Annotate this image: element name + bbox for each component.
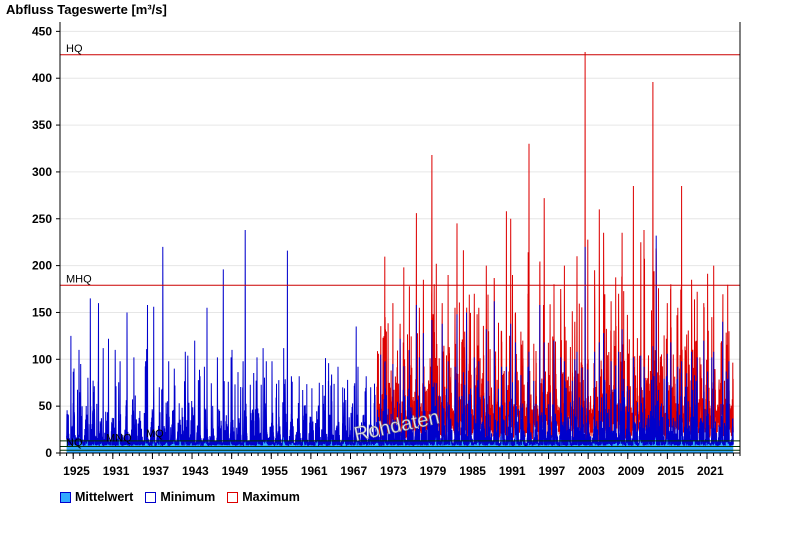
- x-tick-label: 1943: [182, 464, 209, 478]
- y-tick-label: 50: [39, 399, 53, 413]
- legend-item-maximum[interactable]: Maximum: [227, 490, 300, 504]
- y-tick-label: 300: [32, 165, 52, 179]
- legend-swatch-maximum: [227, 491, 239, 503]
- chart-title: Abfluss Tageswerte [m³/s]: [6, 2, 167, 17]
- legend: Mittelwert Minimum Maximum: [60, 490, 312, 504]
- x-tick-label: 1997: [538, 464, 565, 478]
- series-maximum: [376, 51, 734, 443]
- x-tick-label: 1949: [222, 464, 249, 478]
- axes: 0 50 100 150 200 250 300 350 400 450 1925 1931 1937 1…: [32, 22, 741, 478]
- legend-item-mittelwert[interactable]: Mittelwert: [60, 490, 133, 504]
- x-tick-label: 1937: [142, 464, 169, 478]
- y-tick-label: 250: [32, 212, 52, 226]
- legend-label-mittelwert: Mittelwert: [75, 490, 134, 504]
- x-tick-label: 1961: [301, 464, 328, 478]
- legend-label-maximum: Maximum: [242, 490, 300, 504]
- x-tick-label: 2021: [697, 464, 724, 478]
- y-tick-label: 350: [32, 118, 52, 132]
- y-tick-label: 150: [32, 305, 52, 319]
- x-tick-label: 1973: [380, 464, 407, 478]
- y-tick-label: 200: [32, 259, 52, 273]
- legend-swatch-minimum: [145, 491, 157, 503]
- x-tick-label: 1967: [340, 464, 367, 478]
- ref-label-nq: NQ: [66, 437, 83, 449]
- x-tick-label: 1979: [420, 464, 447, 478]
- ref-label-hq: HQ: [66, 43, 83, 55]
- series-maximum-line: [376, 51, 734, 443]
- x-tick-label: 1991: [499, 464, 526, 478]
- y-tick-label: 450: [32, 24, 52, 38]
- x-tick-label: 2015: [657, 464, 684, 478]
- y-tick-label: 0: [45, 446, 52, 460]
- legend-label-minimum: Minimum: [160, 490, 216, 504]
- reference-lines: HQ MHQ MQ MNQ NQ: [60, 43, 740, 451]
- x-tick-label: 1931: [103, 464, 130, 478]
- legend-item-minimum[interactable]: Minimum: [145, 490, 215, 504]
- series-minimum: [66, 229, 734, 448]
- x-tick-label: 1985: [459, 464, 486, 478]
- ref-label-mnq: MNQ: [106, 432, 132, 444]
- y-tick-label: 100: [32, 352, 52, 366]
- series-minimum-line: [66, 229, 734, 448]
- ref-label-mq: MQ: [146, 428, 164, 440]
- ref-label-mhq: MHQ: [66, 273, 92, 285]
- legend-swatch-mittelwert: [60, 491, 71, 503]
- x-tick-label: 2009: [618, 464, 645, 478]
- x-tick-label: 1955: [261, 464, 288, 478]
- y-tick-label: 400: [32, 71, 52, 85]
- x-tick-label: 1925: [63, 464, 90, 478]
- x-tick-label: 2003: [578, 464, 605, 478]
